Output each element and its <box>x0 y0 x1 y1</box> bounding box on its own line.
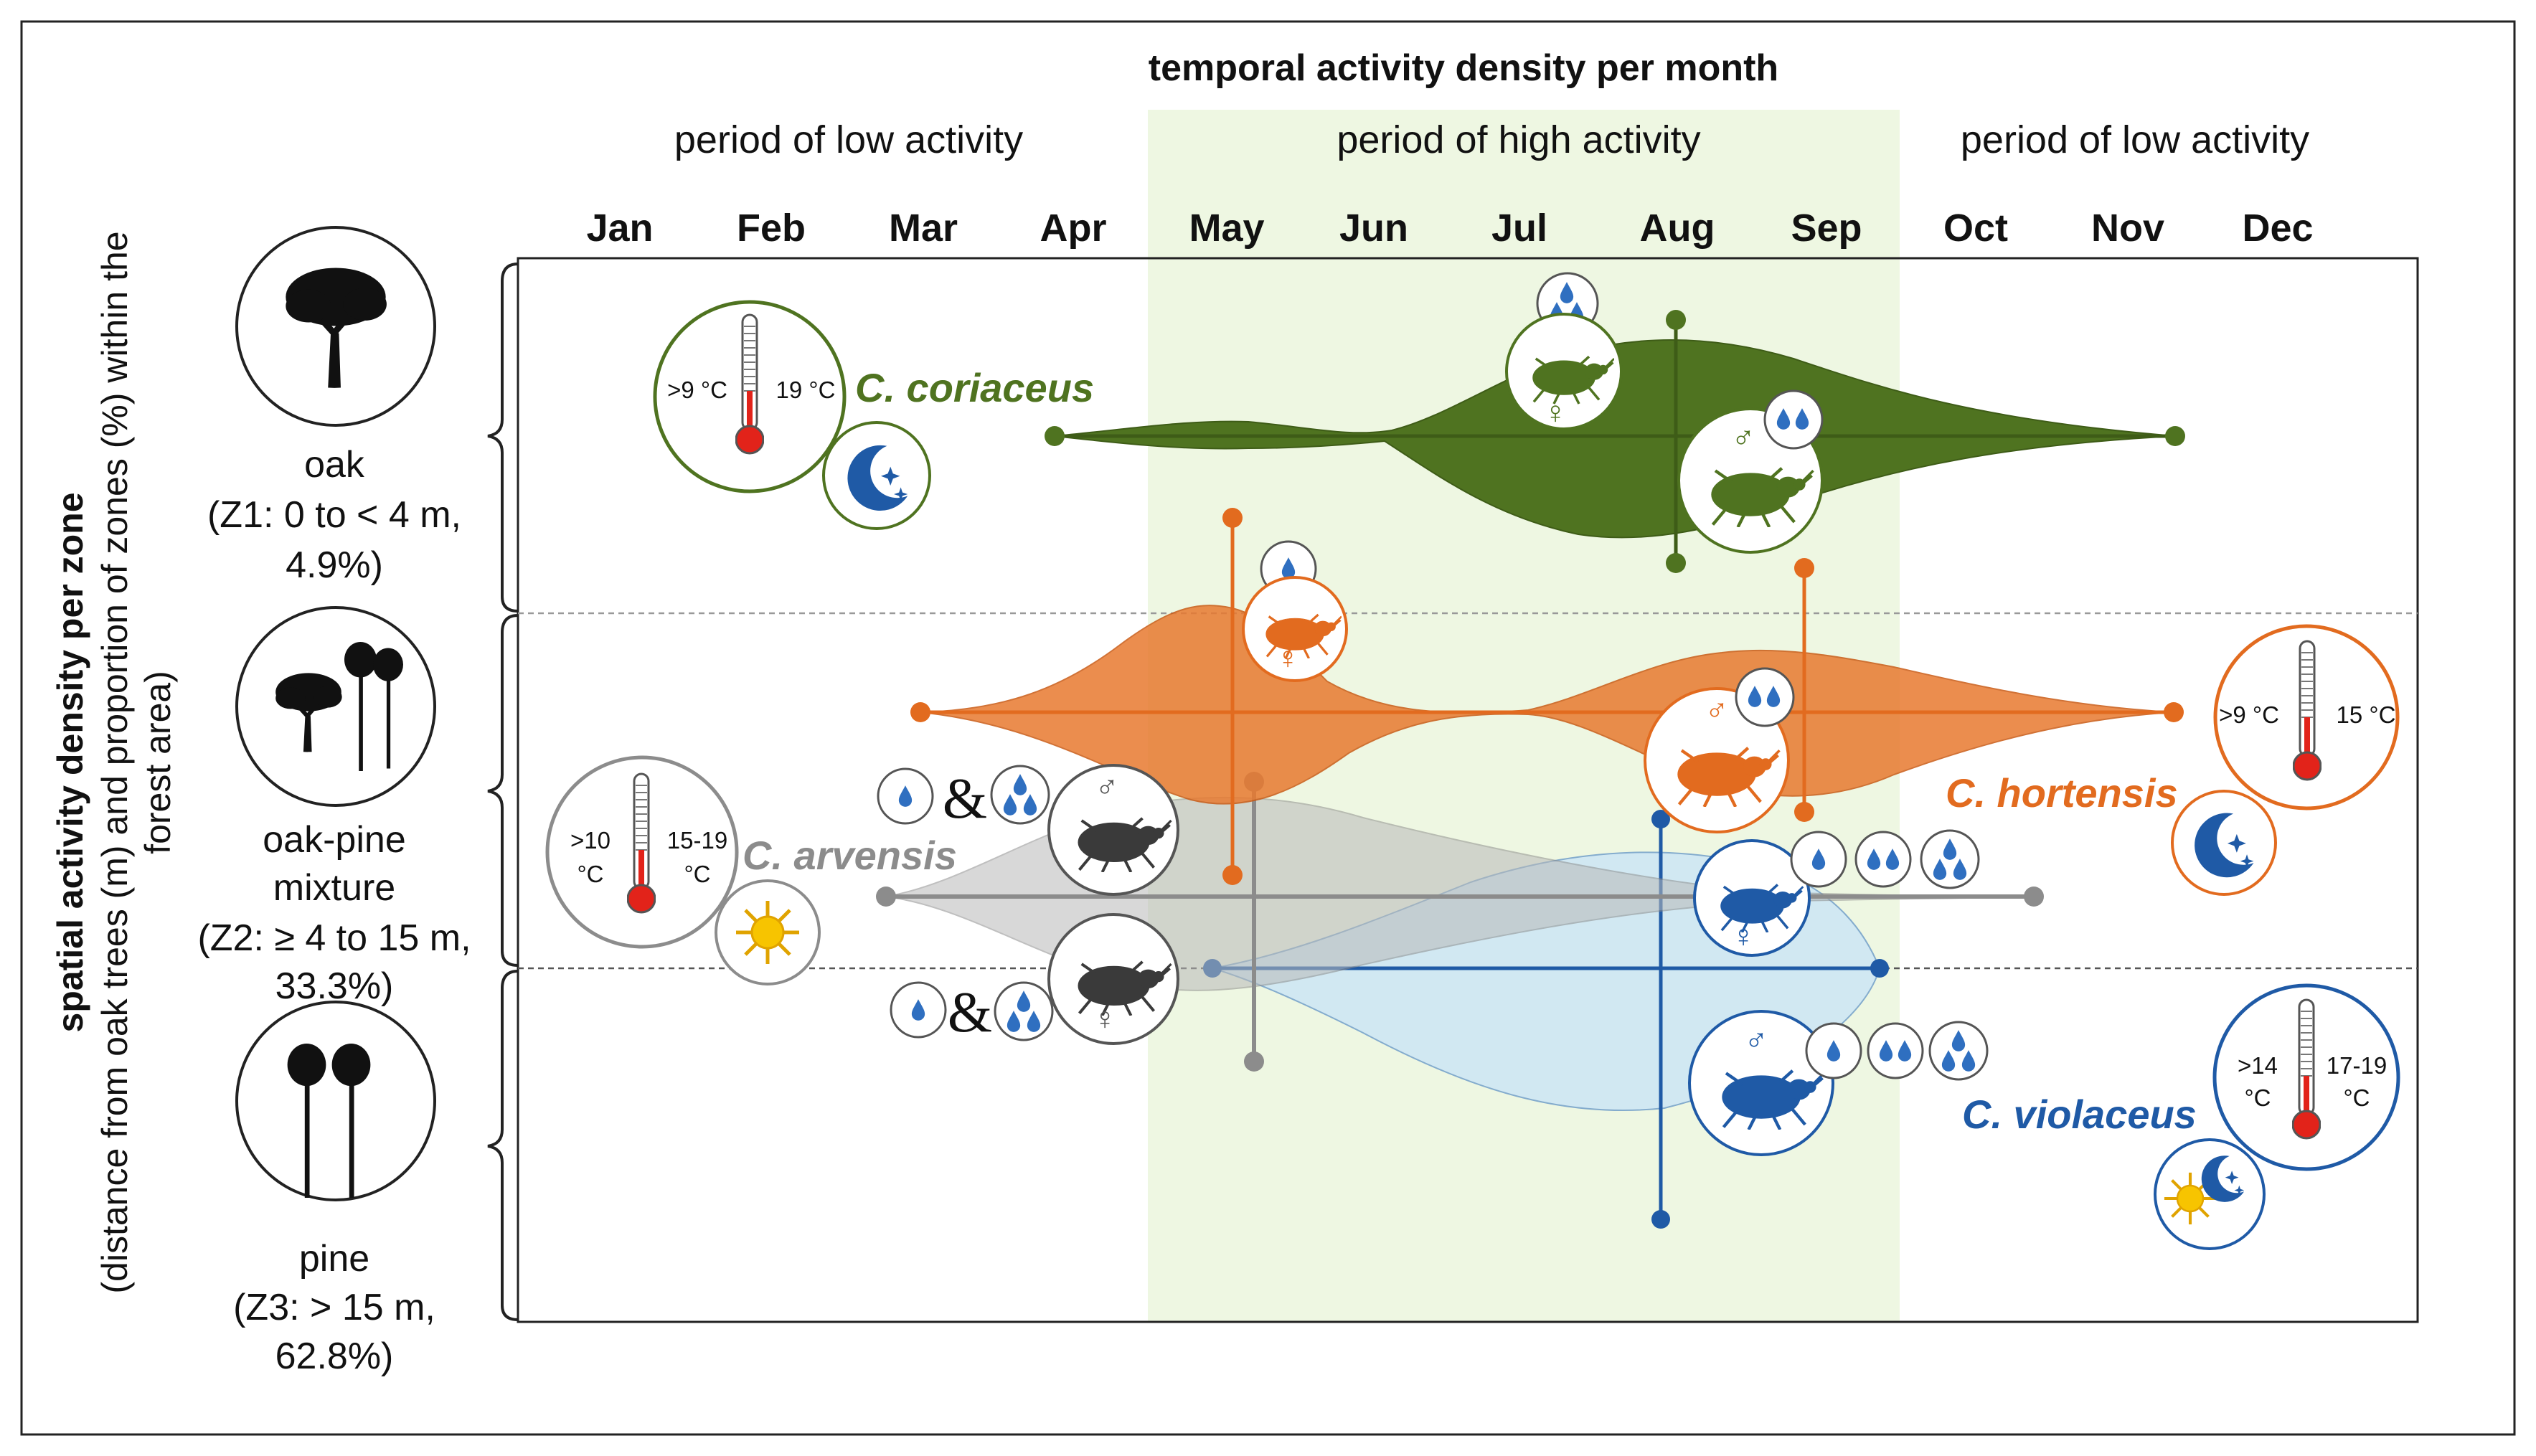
coriaceus-moon-circle <box>822 421 931 530</box>
zone-oak: oak (Z1: 0 to < 4 m, 4.9%) <box>207 226 461 586</box>
zone-oak-pine-line4: 33.3%) <box>275 965 394 1007</box>
zone-oak-pine-name: oak-pine <box>263 819 405 861</box>
violaceus-female-rain-2 <box>1854 831 1912 888</box>
outer-frame <box>20 20 2516 1436</box>
hortensis-temp-high: 15 °C <box>2337 701 2396 728</box>
violaceus-label: C. violaceus <box>1962 1092 2197 1137</box>
month-axis: Jan Feb Mar Apr May Jun Jul Aug Sep Oct … <box>586 207 2313 250</box>
hortensis-male-symbol: ♂ <box>1705 693 1729 728</box>
hortensis-female-symbol: ♀ <box>1276 640 1300 676</box>
arvensis-start-point <box>876 887 896 907</box>
coriaceus-bottom-point <box>1666 553 1686 573</box>
hortensis-bottom-point-may <box>1222 865 1243 885</box>
arvensis-female-symbol: ♀ <box>1093 1001 1117 1036</box>
violaceus-temp-low-2: °C <box>2244 1084 2271 1111</box>
zone-bracket-oak <box>487 263 519 613</box>
violaceus-male-symbol: ♂ <box>1745 1023 1768 1058</box>
arvensis-temp-low-1: >10 <box>570 827 611 854</box>
hortensis-bottom-point-sep <box>1794 802 1814 822</box>
arvensis-male-symbol: ♂ <box>1095 770 1119 805</box>
arvensis-temperature-badge: >10 °C 15-19 °C <box>545 755 739 949</box>
hortensis-temperature-badge: >9 °C 15 °C <box>2213 624 2400 810</box>
zone-oak-pine: oak-pine mixture (Z2: ≥ 4 to 15 m, 33.3%… <box>197 606 471 1007</box>
hortensis-top-point-sep <box>1794 558 1814 578</box>
month-nov: Nov <box>2091 207 2164 250</box>
coriaceus-end-point <box>2165 426 2185 446</box>
arvensis-temp-low-2: °C <box>577 861 603 887</box>
month-apr: Apr <box>1040 207 1107 250</box>
coriaceus-male-rain-circle <box>1763 389 1824 450</box>
violaceus-end-point <box>1870 959 1889 978</box>
zone-pine-line2: (Z3: > 15 m, <box>233 1287 435 1328</box>
header-title: temporal activity density per month <box>1149 47 1778 89</box>
zone-oak-line3: 4.9%) <box>286 544 383 586</box>
coriaceus-temp-high: 19 °C <box>776 377 836 403</box>
month-oct: Oct <box>1943 207 2008 250</box>
period-low-1: period of low activity <box>674 118 1023 161</box>
month-sep: Sep <box>1791 207 1862 250</box>
coriaceus-series <box>1045 310 2185 573</box>
month-jan: Jan <box>586 207 653 250</box>
zone-oak-pine-line3: (Z2: ≥ 4 to 15 m, <box>197 917 471 959</box>
month-jun: Jun <box>1339 207 1408 250</box>
coriaceus-female-symbol: ♀ <box>1544 395 1568 430</box>
arvensis-and-connector-male: & <box>943 767 987 831</box>
period-low-2: period of low activity <box>1961 118 2309 161</box>
arvensis-label: C. arvensis <box>743 833 957 878</box>
month-aug: Aug <box>1640 207 1715 250</box>
violaceus-top-point <box>1651 810 1670 828</box>
hortensis-start-point <box>910 702 930 722</box>
y-axis-label-line2: (distance from oak trees (m) and proport… <box>95 231 135 1293</box>
hortensis-top-point-may <box>1222 508 1243 528</box>
zone-bracket-oak-pine <box>487 614 519 967</box>
zone-pine-name: pine <box>299 1238 369 1280</box>
violaceus-temp-high-2: °C <box>2343 1084 2370 1111</box>
violaceus-temp-low-1: >14 <box>2238 1052 2278 1079</box>
coriaceus-start-point <box>1045 426 1065 446</box>
arvensis-bottom-point <box>1244 1051 1264 1072</box>
pine-icon-circle <box>235 1001 436 1201</box>
y-axis-label-bold: spatial activity density per zone <box>50 492 90 1032</box>
month-dec: Dec <box>2242 207 2313 250</box>
month-mar: Mar <box>889 207 958 250</box>
plot-frame <box>517 257 2419 1323</box>
coriaceus-label: C. coriaceus <box>855 365 1094 410</box>
hortensis-male-rain-circle <box>1735 667 1795 727</box>
violaceus-temp-high-1: 17-19 <box>2327 1052 2387 1079</box>
violaceus-male-rain-2 <box>1867 1022 1924 1079</box>
month-jul: Jul <box>1491 207 1547 250</box>
zone-oak-line2: (Z1: 0 to < 4 m, <box>207 494 461 536</box>
oak-pine-icon-circle <box>235 606 436 807</box>
arvensis-end-point <box>2024 887 2044 907</box>
arvensis-and-connector-female: & <box>948 981 992 1044</box>
hortensis-end-point <box>2164 702 2184 722</box>
coriaceus-temperature-badge: >9 °C 19 °C <box>653 300 847 493</box>
coriaceus-male-symbol: ♂ <box>1732 420 1755 455</box>
zone-oak-pine-line2: mixture <box>273 867 395 909</box>
zone-bracket-pine <box>487 970 519 1321</box>
violaceus-temperature-badge: >14 °C 17-19 °C <box>2212 983 2400 1171</box>
hortensis-moon-circle <box>2171 790 2277 896</box>
y-axis-label: spatial activity density per zone (dista… <box>50 231 178 1293</box>
zone-pine: pine (Z3: > 15 m, 62.8%) <box>233 1001 436 1377</box>
arvensis-temp-high-2: °C <box>684 861 710 887</box>
hortensis-series <box>910 508 2184 885</box>
period-high: period of high activity <box>1337 118 1700 161</box>
violaceus-bottom-point <box>1651 1210 1670 1229</box>
sun-icon <box>736 901 799 964</box>
coriaceus-top-point <box>1666 310 1686 330</box>
arvensis-temp-high-1: 15-19 <box>667 827 727 854</box>
y-axis-label-line3: forest area) <box>138 671 178 854</box>
zone-oak-name: oak <box>304 444 365 486</box>
month-may: May <box>1189 207 1264 250</box>
zone-pine-line3: 62.8%) <box>275 1336 394 1377</box>
hortensis-temp-low: >9 °C <box>2219 701 2279 728</box>
violaceus-female-symbol: ♀ <box>1732 919 1755 954</box>
hortensis-label: C. hortensis <box>1946 770 2178 816</box>
month-feb: Feb <box>737 207 806 250</box>
coriaceus-temp-low: >9 °C <box>667 377 727 403</box>
